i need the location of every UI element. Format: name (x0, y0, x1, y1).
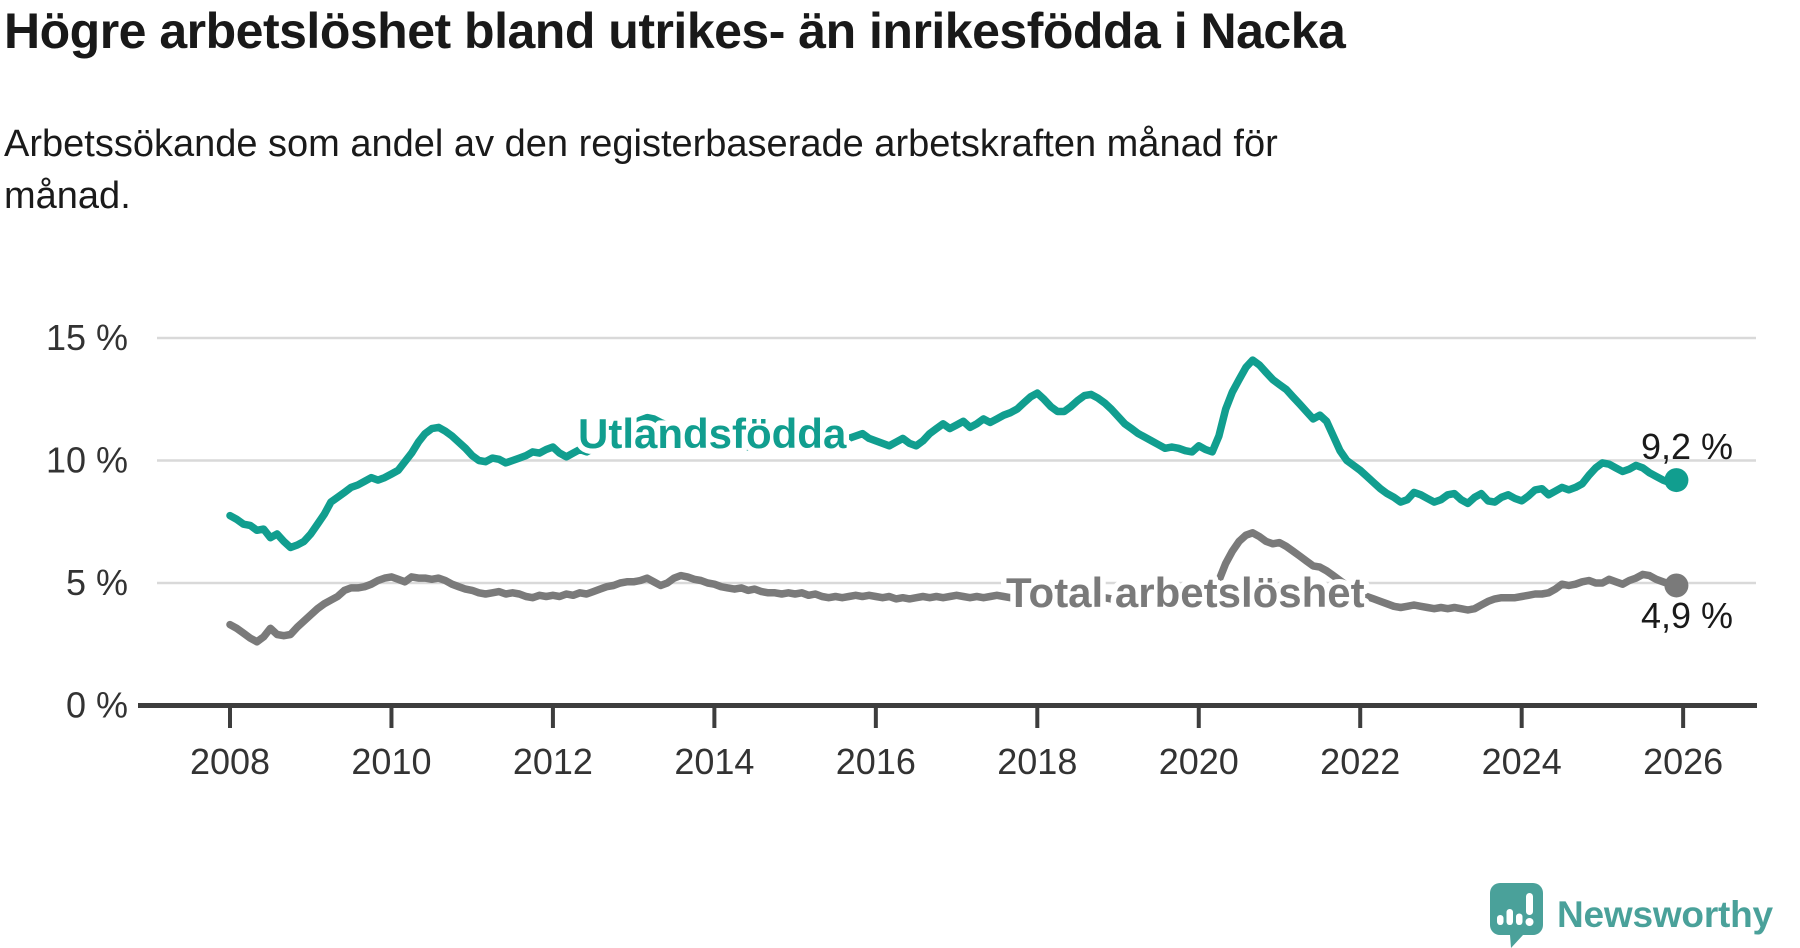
x-tick-label: 2016 (836, 741, 916, 782)
x-tick-label: 2024 (1482, 741, 1562, 782)
subtitle-line-2: månad. (4, 175, 131, 218)
brand-name: Newsworthy (1557, 894, 1773, 935)
newsworthy-branding: Newsworthy (1488, 882, 1773, 948)
chart-subtitle: Arbetssökande som andel av den registerb… (4, 118, 1504, 223)
x-tick-label: 2020 (1159, 741, 1239, 782)
end-value-label-total-arbetsloshet: 4,9 % (1641, 595, 1733, 636)
end-value-label-utlandsfodda: 9,2 % (1641, 426, 1733, 467)
x-tick-label: 2026 (1643, 741, 1723, 782)
series-lines (226, 356, 1689, 646)
subtitle-line-1: Arbetssökande som andel av den registerb… (4, 123, 1278, 165)
gridlines (157, 336, 1756, 585)
x-tick-label: 2018 (997, 741, 1077, 782)
series-end-dot-utlandsfodda (1664, 468, 1689, 493)
series-label-total-arbetsloshet: Total arbetslöshet (1006, 569, 1365, 616)
x-tick-label: 2022 (1320, 741, 1400, 782)
x-tick-label: 2012 (513, 741, 593, 782)
series-line-total (226, 529, 1681, 646)
x-tick-label: 2008 (190, 741, 270, 782)
y-tick-label: 0 % (66, 685, 128, 726)
series-line-utlandsfodda (226, 356, 1681, 552)
y-tick-label: 15 % (46, 317, 128, 358)
axes: 0 % 5 % 10 % 15 % 2008 2010 2012 2014 2016 2018 20… (46, 317, 1757, 782)
y-tick-label: 5 % (66, 562, 128, 603)
y-tick-label: 10 % (46, 440, 128, 481)
page-title: Högre arbetslöshet bland utrikes- än inr… (4, 3, 1346, 59)
x-tick-label: 2010 (351, 741, 431, 782)
series-end-dot-total (1664, 573, 1689, 598)
newsworthy-logo-icon (1490, 883, 1543, 948)
x-tick-label: 2014 (674, 741, 754, 782)
series-label-utlandsfodda: Utlandsfödda (578, 410, 847, 457)
